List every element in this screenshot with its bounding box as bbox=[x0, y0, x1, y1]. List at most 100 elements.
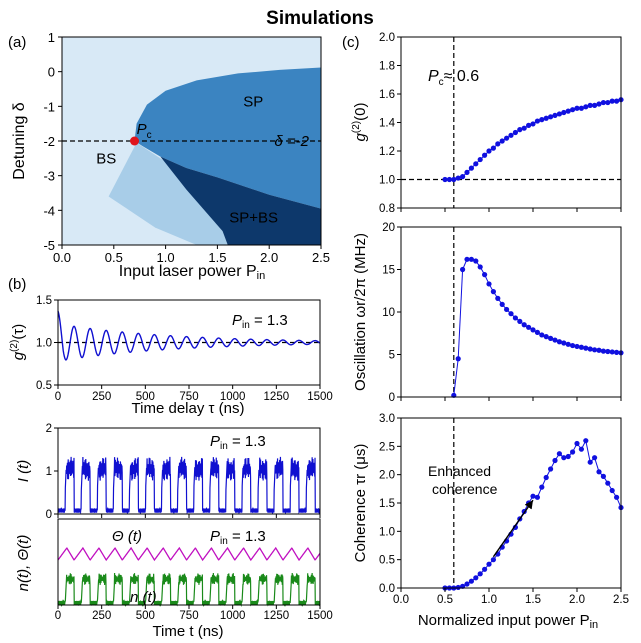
y-axis-label: g(2)(0) bbox=[351, 103, 369, 142]
data-point bbox=[517, 319, 522, 324]
data-point bbox=[460, 174, 465, 179]
data-point bbox=[601, 474, 606, 479]
y-tick-label: 1 bbox=[48, 30, 55, 45]
data-point bbox=[486, 281, 491, 286]
x-tick-label: 0.0 bbox=[393, 594, 409, 606]
x-tick-label: 1250 bbox=[264, 610, 290, 622]
x-tick-label: 0.5 bbox=[437, 594, 453, 606]
data-point bbox=[508, 133, 513, 138]
data-point bbox=[605, 481, 610, 486]
data-point bbox=[491, 289, 496, 294]
y-axis-label: I (t) bbox=[15, 460, 32, 483]
x-tick-label: 250 bbox=[92, 391, 111, 403]
y-tick-label: 0 bbox=[389, 392, 395, 404]
y-axis-label: Oscillation ωr/2π (MHz) bbox=[352, 233, 369, 391]
y-axis-label: Detuning δ bbox=[11, 102, 28, 179]
panel-label-a: (a) bbox=[8, 34, 26, 51]
x-tick-label: 1.0 bbox=[481, 594, 497, 606]
region-sp-label: SP bbox=[243, 93, 263, 110]
panel-b-g2-tau: 0 250 500 750 1000 1250 1500 0.5 1.0 1.5 Pin = 1.3… bbox=[9, 295, 333, 417]
data-point bbox=[557, 111, 562, 116]
y-tick-label: 5 bbox=[389, 350, 395, 362]
data-point bbox=[500, 302, 505, 307]
n-curve bbox=[58, 573, 320, 605]
x-tick-label: 1.5 bbox=[525, 594, 541, 606]
data-point bbox=[491, 146, 496, 151]
data-point bbox=[579, 345, 584, 350]
y-tick-label: 0 bbox=[48, 65, 55, 80]
data-point bbox=[526, 325, 531, 330]
data-point bbox=[579, 447, 584, 452]
y-tick-label: -2 bbox=[43, 134, 55, 149]
data-point bbox=[464, 581, 469, 586]
data-point bbox=[588, 346, 593, 351]
y-tick-label: -5 bbox=[43, 238, 55, 253]
panel-label-c: (c) bbox=[342, 34, 360, 51]
data-point bbox=[566, 342, 571, 347]
y-tick-label: 1.4 bbox=[379, 118, 396, 130]
pin-annotation: Pin = 1.3 bbox=[210, 433, 266, 452]
data-point bbox=[473, 575, 478, 580]
enhanced-label-line1: Enhanced bbox=[428, 463, 491, 479]
x-axis-label: Normalized input power Pin bbox=[418, 612, 598, 631]
enhanced-label-line2: coherence bbox=[432, 481, 498, 497]
data-point bbox=[500, 138, 505, 143]
data-point bbox=[588, 460, 593, 465]
data-point bbox=[570, 107, 575, 112]
y-tick-label: 2.5 bbox=[379, 441, 395, 453]
data-point bbox=[464, 170, 469, 175]
data-point bbox=[473, 258, 478, 263]
x-tick-label: 0 bbox=[55, 391, 61, 403]
y-tick-label: 1.6 bbox=[379, 89, 395, 101]
data-point bbox=[566, 109, 571, 114]
y-tick-label: 1 bbox=[46, 466, 52, 478]
data-point bbox=[570, 449, 575, 454]
x-axis-label: Time t (ns) bbox=[152, 623, 223, 640]
data-point bbox=[530, 494, 535, 499]
x-tick-label: 2.5 bbox=[312, 250, 330, 265]
y-axis-label: n(t), Θ(t) bbox=[15, 535, 32, 592]
data-point bbox=[451, 177, 456, 182]
data-point bbox=[552, 458, 557, 463]
data-point bbox=[592, 103, 597, 108]
data-point bbox=[561, 340, 566, 345]
data-point bbox=[605, 100, 610, 105]
x-tick-label: 1500 bbox=[307, 610, 333, 622]
y-tick-label: 0 bbox=[46, 509, 52, 521]
data-point bbox=[473, 161, 478, 166]
data-point bbox=[583, 438, 588, 443]
axes-frame bbox=[58, 519, 320, 605]
data-point bbox=[610, 349, 615, 354]
data-point bbox=[530, 121, 535, 126]
y-tick-label: 1.5 bbox=[36, 295, 52, 307]
figure-title: Simulations bbox=[266, 8, 374, 29]
data-point bbox=[610, 488, 615, 493]
data-point bbox=[561, 455, 566, 460]
y-tick-label: 1.0 bbox=[36, 338, 52, 350]
y-axis-label: g(2)(τ) bbox=[9, 324, 27, 361]
panel-label-b: (b) bbox=[8, 276, 26, 293]
data-point bbox=[614, 350, 619, 355]
y-tick-label: 2 bbox=[46, 423, 52, 435]
y-tick-label: 15 bbox=[382, 265, 395, 277]
enhanced-coherence-arrow bbox=[493, 500, 533, 557]
x-tick-label: 0 bbox=[55, 610, 61, 622]
n-label: n (t) bbox=[130, 589, 157, 606]
data-point bbox=[504, 136, 509, 141]
y-tick-label: 1.8 bbox=[379, 61, 395, 73]
data-point bbox=[486, 562, 491, 567]
y-tick-label: 1.0 bbox=[379, 526, 395, 538]
x-tick-label: 1000 bbox=[220, 610, 246, 622]
data-point bbox=[539, 117, 544, 122]
x-tick-label: 2.0 bbox=[569, 594, 585, 606]
data-point bbox=[456, 585, 461, 590]
y-tick-label: 0.5 bbox=[36, 380, 52, 392]
data-point bbox=[513, 315, 518, 320]
data-point bbox=[557, 339, 562, 344]
panel-b-intensity: 0 1 2 Pin = 1.3 I (t) bbox=[15, 423, 320, 521]
y-axis-label: Coherence τr (μs) bbox=[352, 444, 369, 563]
data-point bbox=[574, 344, 579, 349]
data-point bbox=[583, 346, 588, 351]
x-tick-label: 2.0 bbox=[260, 250, 278, 265]
